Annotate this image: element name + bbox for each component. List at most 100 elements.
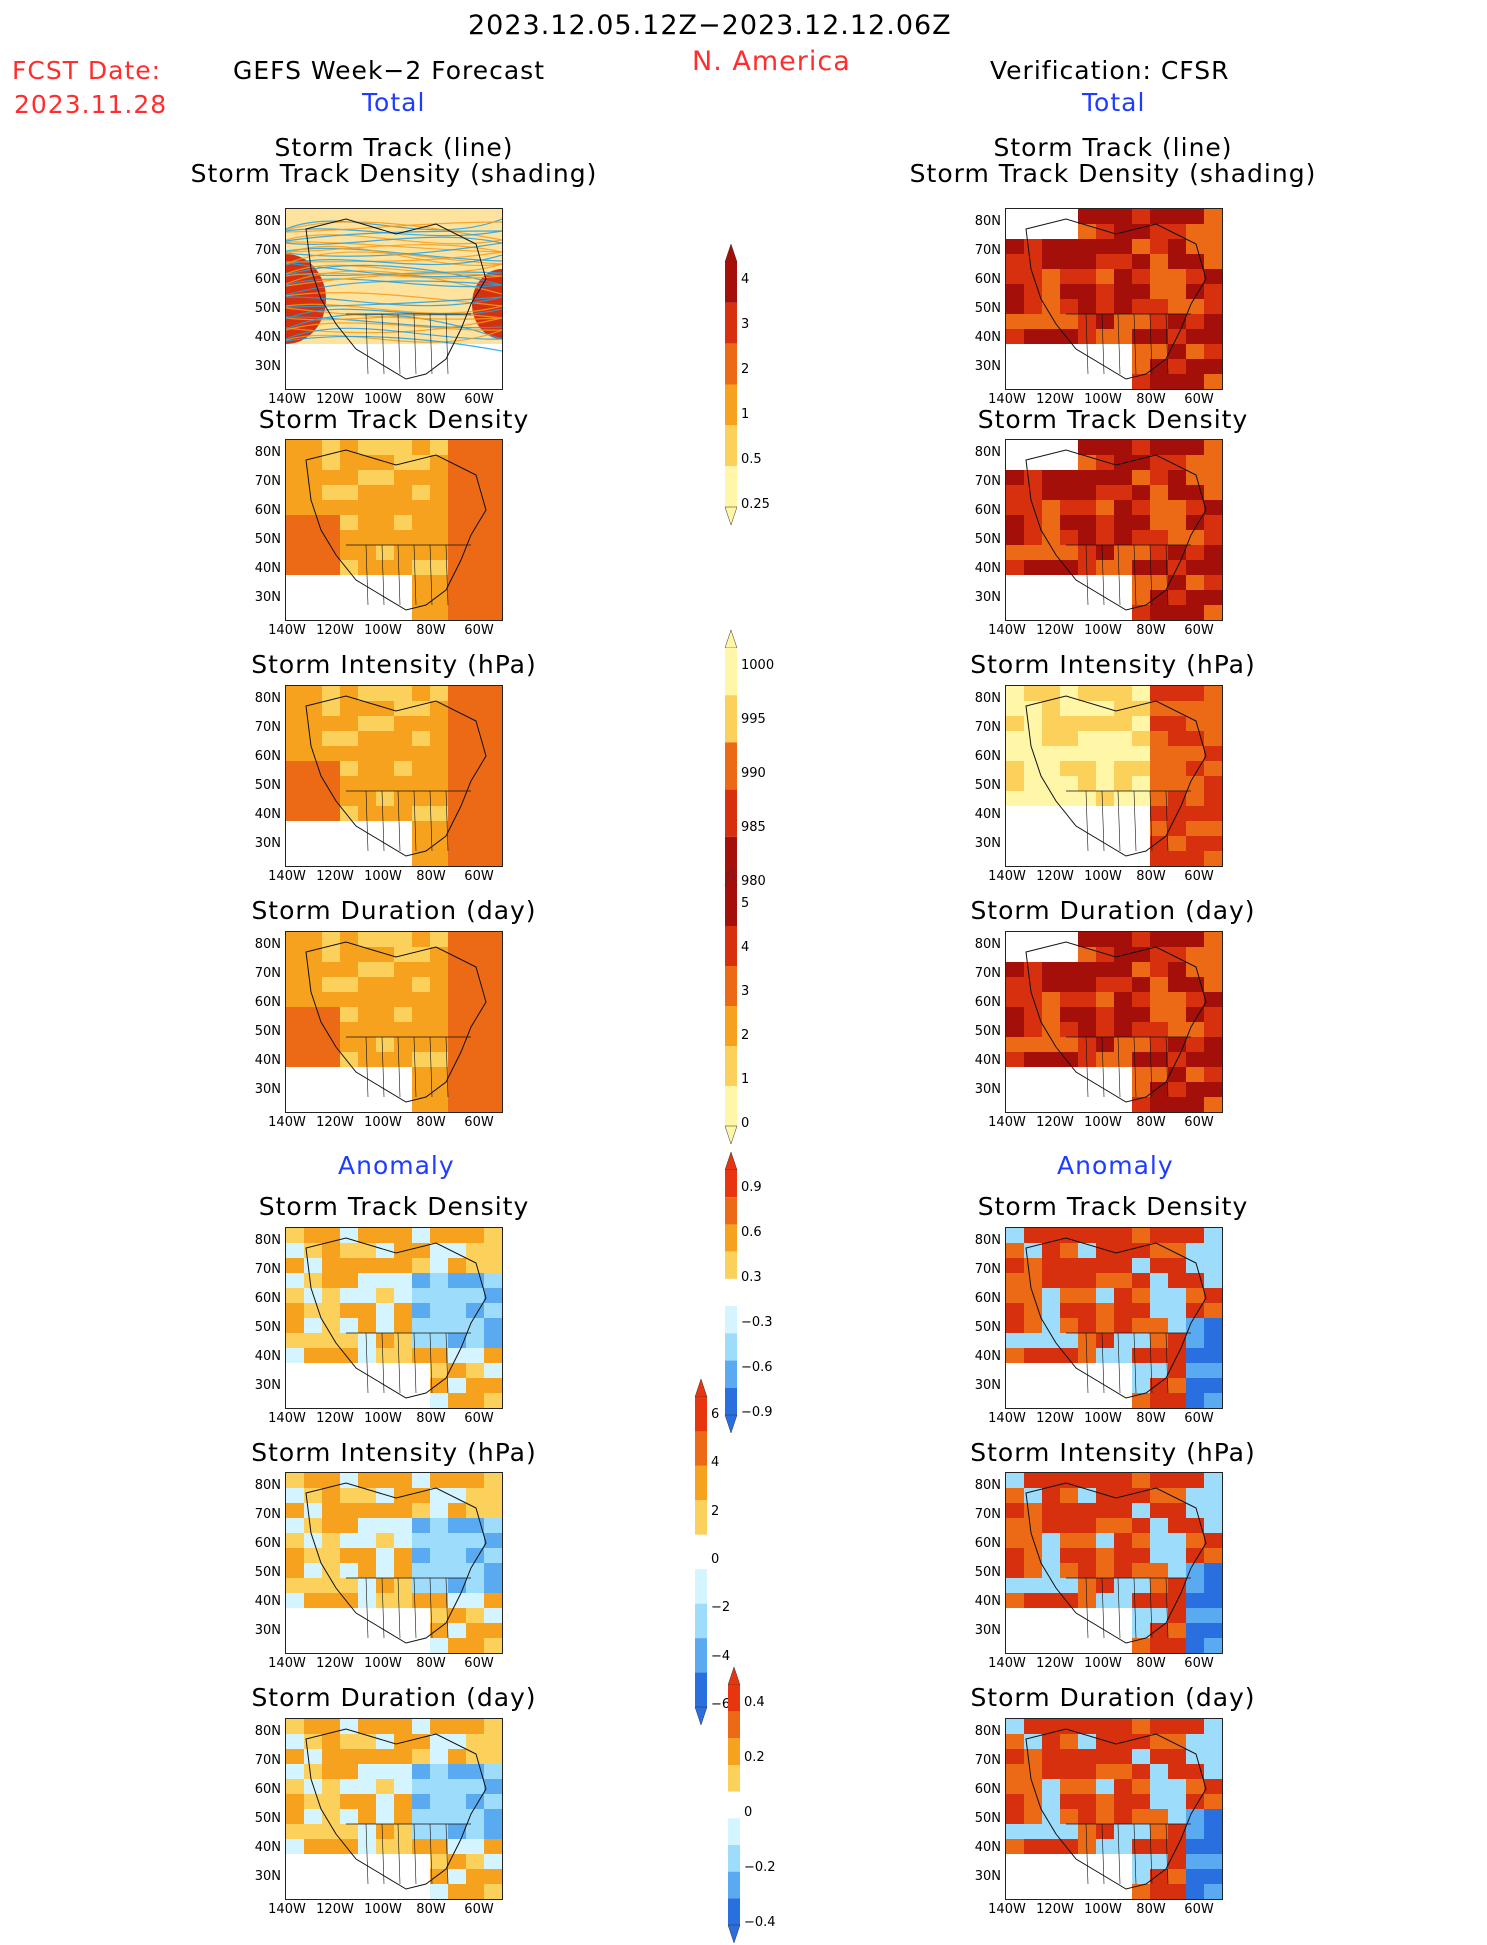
lat-label: 40N	[254, 807, 281, 822]
lat-label: 60N	[254, 1536, 281, 1551]
lon-label: 140W	[268, 1656, 306, 1671]
lon-label: 60W	[464, 1411, 494, 1426]
lon-label: 120W	[1036, 1411, 1074, 1426]
colorbar-density	[724, 243, 738, 526]
lat-label: 70N	[974, 1262, 1001, 1277]
lon-label: 80W	[1136, 623, 1166, 638]
map-duration-right-field	[1006, 932, 1222, 1112]
colorbar-label: 0	[741, 1116, 750, 1131]
map-duration-left	[285, 931, 503, 1113]
lon-label: 60W	[1184, 623, 1214, 638]
map-density-right	[1005, 439, 1223, 621]
lon-label: 60W	[464, 1656, 494, 1671]
lat-label: 30N	[254, 1623, 281, 1638]
lat-label: 50N	[254, 1811, 281, 1826]
colorbar-label: 0.25	[741, 497, 770, 512]
lat-label: 30N	[974, 1378, 1001, 1393]
colorbar-anom-duration	[727, 1666, 741, 1944]
lon-label: 120W	[316, 623, 354, 638]
colorbar-label: −4	[711, 1648, 731, 1664]
colorbar-label: 6	[711, 1407, 720, 1422]
colorbar-label: −0.3	[741, 1315, 773, 1330]
lat-label: 70N	[974, 474, 1001, 489]
lat-label: 30N	[974, 1869, 1001, 1884]
panel-title-anom-density-right: Storm Track Density	[977, 1192, 1249, 1221]
lat-label: 80N	[974, 1233, 1001, 1248]
lon-label: 120W	[1036, 623, 1074, 638]
lat-label: 70N	[974, 966, 1001, 981]
lat-label: 50N	[974, 1811, 1001, 1826]
lon-label: 120W	[1036, 1902, 1074, 1917]
colorbar-label: −0.4	[744, 1915, 776, 1930]
date-range-title: 2023.12.05.12Z−2023.12.12.06Z	[468, 10, 952, 41]
map-duration-left-field	[286, 932, 502, 1112]
colorbar-label: 985	[741, 820, 766, 835]
map-anom-density-left-field	[286, 1228, 502, 1408]
colorbar-label: −0.9	[741, 1405, 773, 1420]
panel-title-density-right: Storm Track Density	[977, 405, 1249, 434]
map-track-right	[1005, 208, 1223, 390]
lon-label: 140W	[268, 1411, 306, 1426]
panel-title-track-shading-left: Storm Track Density (shading)	[190, 159, 598, 188]
lon-label: 120W	[316, 1411, 354, 1426]
fcst-date-label: FCST Date:	[12, 56, 162, 85]
lon-label: 80W	[416, 392, 446, 407]
lon-label: 140W	[268, 1115, 306, 1130]
lon-label: 60W	[464, 623, 494, 638]
lat-label: 50N	[254, 301, 281, 316]
colorbar-label: 2	[741, 362, 750, 377]
lon-label: 100W	[364, 869, 402, 884]
map-anom-intensity-right	[1005, 1472, 1223, 1654]
lat-label: 50N	[974, 1320, 1001, 1335]
lon-label: 120W	[1036, 392, 1074, 407]
colorbar-intensity	[724, 629, 738, 903]
lat-label: 80N	[974, 1478, 1001, 1493]
colorbar-label: 0	[711, 1552, 720, 1567]
lat-label: 30N	[254, 590, 281, 605]
lon-label: 80W	[1136, 1115, 1166, 1130]
lon-label: 100W	[364, 1656, 402, 1671]
lat-label: 40N	[974, 1053, 1001, 1068]
lon-label: 60W	[464, 869, 494, 884]
lon-label: 140W	[268, 1902, 306, 1917]
lat-label: 40N	[974, 807, 1001, 822]
lon-label: 140W	[988, 869, 1026, 884]
map-anom-density-left	[285, 1227, 503, 1409]
colorbar-label: 1	[741, 407, 750, 422]
lat-label: 80N	[254, 445, 281, 460]
colorbar-label: 5	[741, 896, 750, 911]
lat-label: 40N	[254, 1594, 281, 1609]
lat-label: 40N	[974, 1594, 1001, 1609]
lon-label: 60W	[464, 392, 494, 407]
lon-label: 100W	[1084, 392, 1122, 407]
lat-label: 50N	[254, 1320, 281, 1335]
colorbar-label: 1	[741, 1072, 750, 1087]
lon-label: 100W	[1084, 1115, 1122, 1130]
lat-label: 50N	[254, 532, 281, 547]
lon-label: 120W	[316, 1656, 354, 1671]
colorbar-label: 4	[741, 940, 750, 955]
map-anom-intensity-right-field	[1006, 1473, 1222, 1653]
lat-label: 50N	[974, 301, 1001, 316]
lat-label: 40N	[254, 1840, 281, 1855]
colorbar-label: 3	[741, 317, 750, 332]
colorbar-label: 0.6	[741, 1225, 762, 1240]
map-anom-intensity-left-field	[286, 1473, 502, 1653]
lat-label: 70N	[254, 1753, 281, 1768]
lat-label: 40N	[254, 330, 281, 345]
lon-label: 100W	[1084, 623, 1122, 638]
colorbar-label: 0.3	[741, 1270, 762, 1285]
lat-label: 30N	[974, 1623, 1001, 1638]
lat-label: 60N	[974, 995, 1001, 1010]
lon-label: 120W	[316, 1902, 354, 1917]
lat-label: 40N	[974, 1349, 1001, 1364]
colorbar-label: 0.4	[744, 1695, 765, 1710]
lat-label: 60N	[974, 503, 1001, 518]
lat-label: 70N	[974, 720, 1001, 735]
lon-label: 140W	[988, 623, 1026, 638]
lon-label: 80W	[1136, 1411, 1166, 1426]
verification-title: Verification: CFSR	[990, 56, 1230, 85]
lat-label: 50N	[974, 532, 1001, 547]
lat-label: 30N	[254, 836, 281, 851]
colorbar-label: 1000	[741, 658, 775, 673]
